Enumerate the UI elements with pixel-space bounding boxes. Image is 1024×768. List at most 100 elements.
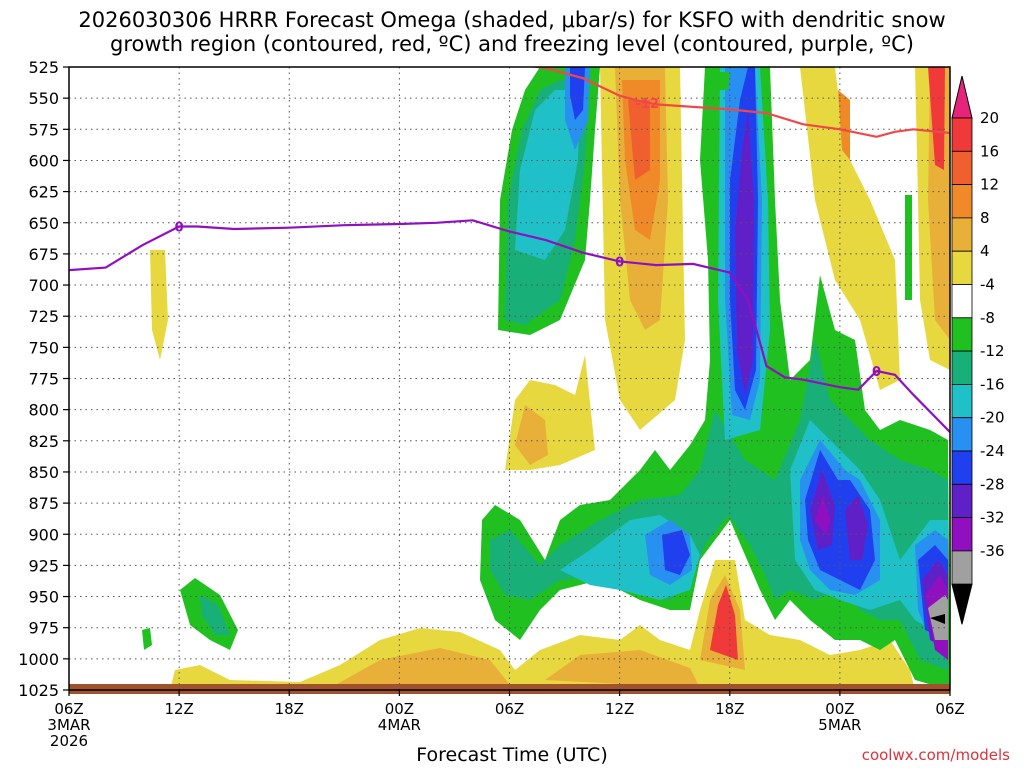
chart-title-line2: growth region (contoured, red, ºC) and f… (110, 32, 914, 56)
x-tick-label: 00Z (825, 700, 854, 718)
colorbar-label: -12 (980, 342, 1005, 360)
x-tick-label: 18Z (715, 700, 744, 718)
dgz-label: -12 (635, 97, 659, 112)
colorbar-segment (951, 117, 973, 152)
x-tick-label: 18Z (275, 700, 304, 718)
freezing-level-label: 0 (175, 220, 184, 235)
colorbar-segment (951, 250, 973, 285)
y-tick-label: 600 (28, 151, 59, 170)
y-tick-label: 825 (28, 432, 59, 451)
omega-shade-teal (200, 595, 230, 635)
x-axis-title: Forecast Time (UTC) (416, 744, 608, 766)
colorbar-top-arrow (951, 75, 973, 119)
omega-shade-orange (330, 648, 510, 688)
x-tick-sublabel: 5MAR (818, 716, 861, 734)
omega-shade-orange (838, 90, 850, 160)
colorbar-segment (951, 217, 973, 252)
colorbar-label: -16 (980, 375, 1005, 393)
colorbar-segment (951, 184, 973, 219)
y-tick-label: 625 (28, 183, 59, 202)
colorbar-label: 4 (980, 242, 990, 260)
y-tick-label: 550 (28, 89, 59, 108)
colorbar: 20 16 12 8 4 -4 -8 -12 -16 -20 -24 -28 -32 -36 (951, 75, 1005, 625)
colorbar-segment (951, 284, 973, 319)
colorbar-segment (951, 150, 973, 186)
y-tick-label: 525 (28, 58, 59, 77)
freezing-level-label: 0 (872, 365, 881, 380)
omega-shade-blue (570, 67, 585, 120)
colorbar-segment (951, 483, 973, 518)
colorbar-label: -28 (980, 475, 1005, 493)
omega-shade-blue (662, 530, 690, 575)
omega-shade-orange (628, 100, 650, 180)
y-tick-label: 675 (28, 245, 59, 264)
colorbar-segment (951, 550, 973, 585)
x-tick-label: 12Z (605, 700, 634, 718)
x-tick-sublabel: 2026 (50, 732, 88, 750)
x-tick-label: 06Z (54, 700, 83, 718)
y-tick-label: 925 (28, 556, 59, 575)
y-tick-label: 700 (28, 276, 59, 295)
omega-shade-orange (545, 650, 700, 688)
y-tick-label: 1000 (18, 650, 59, 669)
y-tick-label: 575 (28, 120, 59, 139)
gridlines (69, 67, 950, 690)
omega-shade-indigo (735, 110, 754, 395)
omega-shade-black (930, 614, 945, 624)
contour-lines: 0 0 0 -12 (69, 67, 950, 433)
x-tick-label: 06Z (495, 700, 524, 718)
y-tick-label: 725 (28, 307, 59, 326)
freezing-level-label: 0 (615, 255, 624, 270)
y-tick-label: 850 (28, 463, 59, 482)
chart-title-line1: 2026030306 HRRR Forecast Omega (shaded, … (78, 8, 946, 32)
y-tick-label: 875 (28, 494, 59, 513)
omega-shade-indigo (845, 495, 868, 560)
colorbar-label: -4 (980, 276, 995, 294)
y-tick-label: 650 (28, 214, 59, 233)
y-tick-label: 1025 (18, 681, 59, 700)
x-tick-label: 12Z (164, 700, 193, 718)
x-tick-label: 06Z (935, 700, 964, 718)
colorbar-segment (951, 450, 973, 485)
omega-shade-red (710, 585, 738, 660)
colorbar-bottom-arrow (951, 583, 973, 625)
y-tick-label: 950 (28, 588, 59, 607)
colorbar-label: -20 (980, 409, 1005, 427)
colorbar-label: 12 (980, 176, 999, 194)
y-tick-label: 775 (28, 370, 59, 389)
y-tick-label: 800 (28, 401, 59, 420)
colorbar-segment (951, 317, 973, 352)
omega-shade-orange (515, 405, 548, 465)
omega-shade-purple (815, 495, 830, 535)
y-tick-label: 900 (28, 525, 59, 544)
omega-shade-cyan (515, 90, 580, 260)
y-tick-label: 750 (28, 338, 59, 357)
x-tick-sublabel: 4MAR (378, 716, 421, 734)
omega-shade-green (142, 628, 152, 650)
dgz-contour (528, 67, 950, 138)
colorbar-label: 8 (980, 209, 990, 227)
colorbar-label: -32 (980, 509, 1005, 527)
colorbar-label: -8 (980, 309, 995, 327)
colorbar-segment (951, 350, 973, 385)
colorbar-segment (951, 417, 973, 452)
y-axis: 525 550 575 600 625 650 675 700 725 750 775 800 825 8… (18, 58, 69, 700)
colorbar-label: 16 (980, 142, 999, 160)
omega-shade-green (712, 72, 730, 90)
colorbar-label: 20 (980, 109, 999, 127)
omega-shade-yellow (800, 67, 900, 390)
omega-shade-green (905, 195, 912, 300)
x-tick-label: 00Z (385, 700, 414, 718)
omega-shade-red (928, 67, 945, 170)
freezing-level-contour (69, 219, 950, 433)
colorbar-segment (951, 517, 973, 552)
y-tick-label: 975 (28, 619, 59, 638)
colorbar-label: -24 (980, 442, 1005, 460)
omega-shade-yellow (150, 250, 168, 360)
colorbar-segment (951, 383, 973, 419)
x-tick-sublabel: 3MAR (47, 716, 90, 734)
colorbar-label: -36 (980, 542, 1005, 560)
credit-link[interactable]: coolwx.com/models (861, 746, 1010, 764)
